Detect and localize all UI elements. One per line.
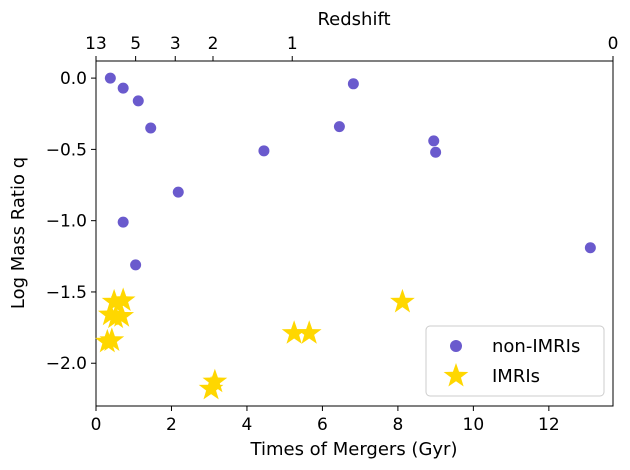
y-tick-label: −2.0 — [46, 354, 87, 374]
non-imri-point — [584, 242, 596, 254]
non-imri-point — [333, 121, 345, 133]
top-tick-label: 13 — [85, 34, 107, 54]
x-tick-label: 2 — [166, 415, 177, 435]
y-tick-label: −1.0 — [46, 212, 87, 232]
non-imri-point — [430, 146, 442, 158]
y-tick-label: −1.5 — [46, 283, 87, 303]
top-tick-label: 5 — [130, 34, 141, 54]
legend-box — [425, 325, 605, 397]
legend: non-IMRIs IMRIs — [425, 325, 605, 397]
legend-label-imris: IMRIs — [492, 366, 540, 387]
top-tick-label: 2 — [208, 34, 219, 54]
non-imri-point — [104, 72, 116, 84]
non-imri-point — [258, 145, 270, 157]
x-tick-label: 10 — [463, 415, 485, 435]
imri-point — [390, 288, 415, 313]
top-tick-label: 3 — [170, 34, 181, 54]
y-axis-ticks: 0.0 −0.5 −1.0 −1.5 −2.0 — [46, 69, 96, 374]
non-imri-point — [145, 122, 157, 134]
x-tick-label: 12 — [538, 415, 560, 435]
non-imri-point — [347, 78, 359, 90]
top-axis-title: Redshift — [317, 9, 390, 30]
non-imri-point — [132, 95, 144, 107]
imri-point — [198, 375, 224, 400]
non-imri-point — [130, 259, 142, 271]
x-tick-label: 0 — [91, 415, 102, 435]
x-tick-label: 6 — [317, 415, 328, 435]
top-axis-ticks: 13 5 3 2 1 0 — [85, 34, 618, 61]
legend-label-non-imris: non-IMRIs — [492, 336, 580, 357]
imri-point — [281, 320, 307, 344]
imri-point — [99, 327, 125, 351]
non-imri-point — [117, 82, 129, 94]
x-axis-ticks: 0 2 4 6 8 10 12 — [91, 406, 560, 435]
top-tick-label: 0 — [608, 34, 619, 54]
imri-point — [109, 303, 135, 327]
x-tick-label: 4 — [242, 415, 253, 435]
y-tick-label: −0.5 — [46, 140, 87, 160]
imri-point — [110, 287, 136, 312]
imri-point — [202, 368, 228, 393]
imri-point — [296, 320, 322, 344]
non-imri-point — [172, 186, 184, 198]
y-tick-label: 0.0 — [60, 69, 87, 89]
non-imri-point — [428, 135, 440, 147]
legend-marker-imris — [443, 363, 469, 387]
y-axis-title: Log Mass Ratio q — [8, 157, 29, 309]
plot-frame — [95, 60, 614, 407]
top-tick-label: 1 — [287, 34, 298, 54]
data-points — [94, 72, 596, 400]
imri-point — [101, 288, 127, 313]
non-imri-point — [117, 216, 129, 228]
x-axis-title: Times of Mergers (Gyr) — [250, 439, 458, 460]
legend-marker-non-imris — [450, 340, 462, 352]
x-tick-label: 8 — [392, 415, 403, 435]
